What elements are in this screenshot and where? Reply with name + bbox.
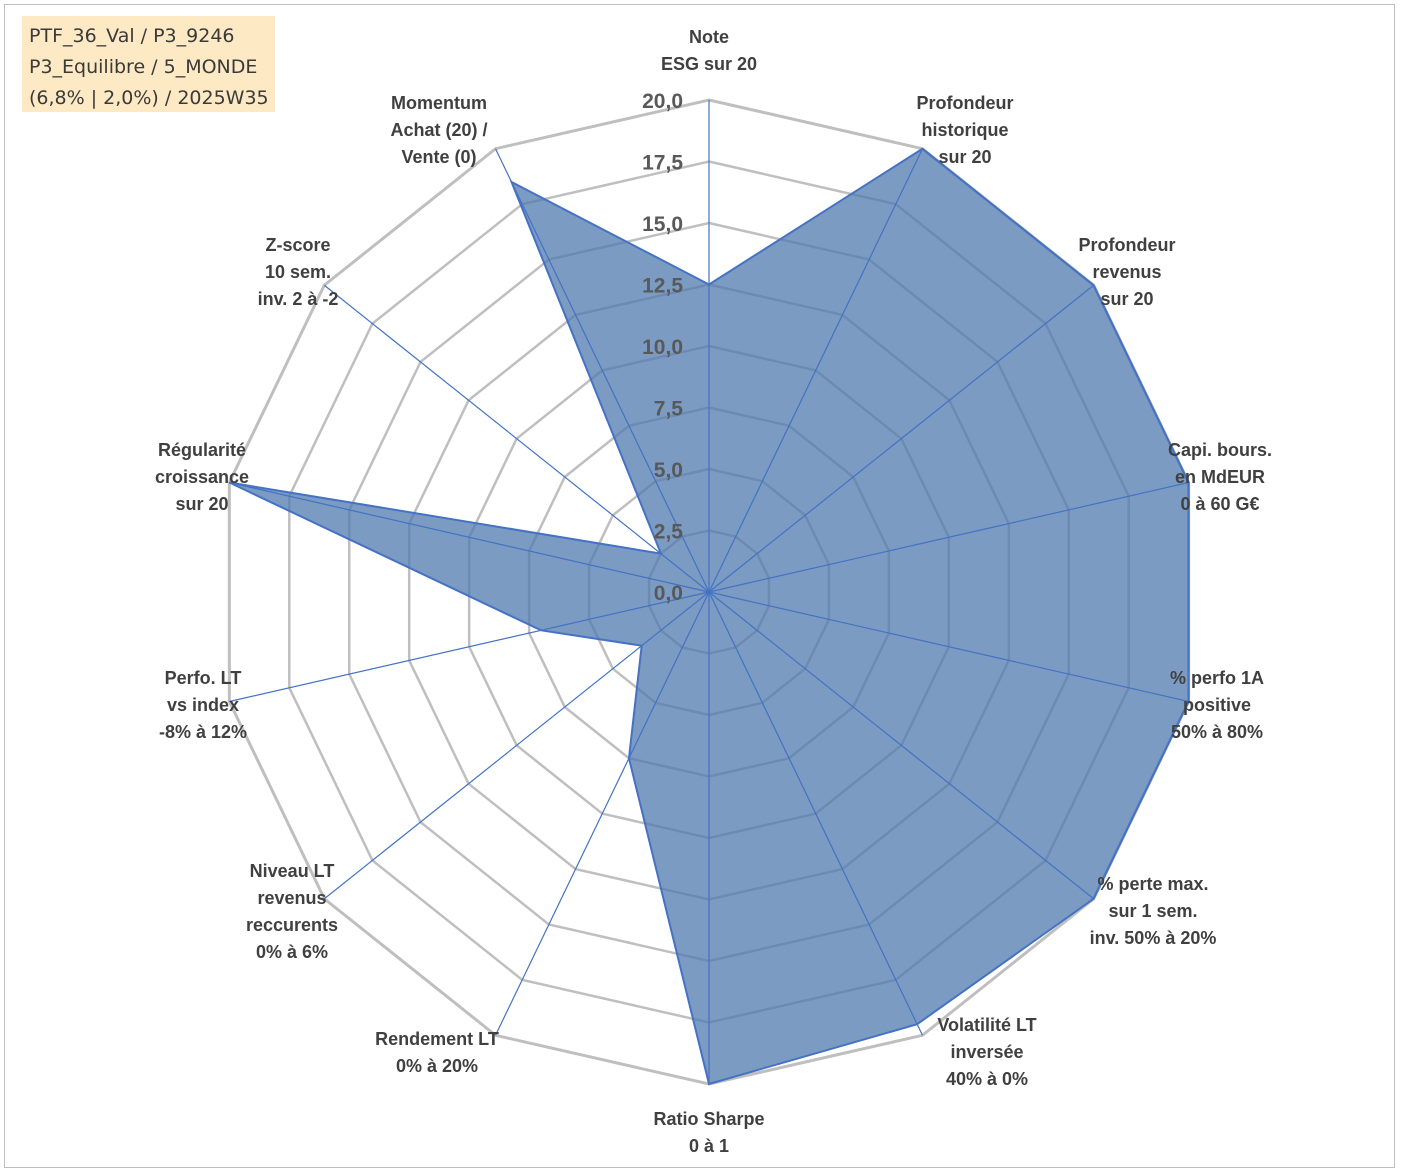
axis-label-line: Rendement LT — [375, 1029, 499, 1049]
axis-label-line: sur 20 — [175, 494, 228, 514]
axis-label: % perfo 1A positive 50% à 80% — [1170, 668, 1264, 742]
axis-label: Régularité croissance sur 20 — [155, 440, 249, 514]
axis-label-line: Momentum — [391, 93, 487, 113]
axis-label: Perfo. LT vs index -8% à 12% — [159, 668, 247, 742]
axis-label-line: -8% à 12% — [159, 722, 247, 742]
axis-label-line: 0% à 6% — [256, 942, 328, 962]
axis-label-line: Z-score — [265, 235, 330, 255]
tick-label: 5,0 — [654, 459, 683, 482]
axis-label-line: Vente (0) — [401, 147, 476, 167]
axis-label-line: reccurents — [246, 915, 338, 935]
axis-label-line: % perte max. — [1097, 874, 1208, 894]
axis-label-line: Note — [689, 27, 729, 47]
axis-spoke — [494, 591, 710, 1036]
axis-label: Capi. bours. en MdEUR 0 à 60 G€ — [1168, 440, 1272, 514]
axis-spoke — [323, 591, 710, 900]
axis-label-line: vs index — [167, 695, 239, 715]
axis-spoke — [229, 481, 710, 593]
axis-label-line: ESG sur 20 — [661, 54, 757, 74]
axis-label-line: inv. 50% à 20% — [1090, 928, 1217, 948]
tick-label: 10,0 — [642, 336, 683, 359]
tick-label: 7,5 — [654, 398, 684, 421]
axis-label: Rendement LT 0% à 20% — [375, 1029, 499, 1076]
portfolio-info-box: PTF_36_Val / P3_9246 P3_Equilibre / 5_MO… — [22, 16, 275, 112]
axis-label-line: Capi. bours. — [1168, 440, 1272, 460]
tick-label: 15,0 — [642, 213, 683, 236]
axis-label-line: inv. 2 à -2 — [258, 289, 339, 309]
info-line-portfolio: PTF_36_Val / P3_9246 — [29, 25, 235, 47]
axis-label: % perte max. sur 1 sem. inv. 50% à 20% — [1090, 874, 1217, 948]
axis-spoke — [708, 591, 1095, 900]
axis-label: Momentum Achat (20) / Vente (0) — [390, 93, 487, 167]
chart-frame — [4, 4, 1395, 1168]
axis-spoke — [708, 591, 924, 1036]
axis-label-line: 0% à 20% — [396, 1056, 478, 1076]
axis-spoke — [708, 481, 1189, 593]
axis-label-line: Volatilité LT — [937, 1015, 1036, 1035]
info-line-profile: P3_Equilibre / 5_MONDE — [29, 56, 258, 78]
axis-label: Profondeur historique sur 20 — [917, 93, 1014, 167]
axis-label-line: sur 20 — [938, 147, 991, 167]
axis-label-line: Profondeur — [917, 93, 1014, 113]
axis-label-line: Perfo. LT — [165, 668, 242, 688]
axis-label: Niveau LT revenus reccurents 0% à 6% — [246, 861, 338, 962]
axis-spoke — [708, 148, 924, 593]
axis-label-line: en MdEUR — [1175, 467, 1265, 487]
axis-label-line: positive — [1183, 695, 1251, 715]
axis-spoke — [323, 284, 710, 593]
axis-label-line: Achat (20) / — [390, 120, 487, 140]
axis-label-line: 40% à 0% — [946, 1069, 1028, 1089]
axis-label-line: revenus — [1092, 262, 1161, 282]
tick-label: 0,0 — [654, 582, 683, 605]
axis-label-line: historique — [921, 120, 1008, 140]
tick-label: 12,5 — [642, 275, 683, 298]
axis-label-line: Niveau LT — [250, 861, 335, 881]
axis-spoke — [229, 591, 710, 703]
axis-label: Note ESG sur 20 — [661, 27, 757, 74]
tick-label: 2,5 — [654, 521, 684, 544]
axis-label-line: revenus — [257, 888, 326, 908]
axis-label-line: sur 20 — [1100, 289, 1153, 309]
tick-label: 17,5 — [642, 152, 683, 175]
axis-spoke — [494, 148, 710, 593]
axis-label-line: % perfo 1A — [1170, 668, 1264, 688]
axis-label: Volatilité LT inversée 40% à 0% — [937, 1015, 1036, 1089]
axis-label-line: 0 à 1 — [689, 1136, 729, 1156]
axis-label-line: 0 à 60 G€ — [1180, 494, 1259, 514]
axis-spoke — [708, 591, 1189, 703]
axis-label: Ratio Sharpe 0 à 1 — [653, 1109, 764, 1156]
axis-label-line: Ratio Sharpe — [653, 1109, 764, 1129]
radar-spokes — [229, 100, 1189, 1084]
info-line-stats: (6,8% | 2,0%) / 2025W35 — [29, 87, 269, 109]
axis-spoke — [708, 284, 1095, 593]
axis-label-line: Profondeur — [1079, 235, 1176, 255]
axis-label-line: croissance — [155, 467, 249, 487]
tick-label: 20,0 — [642, 90, 683, 113]
axis-label-line: inversée — [950, 1042, 1023, 1062]
axis-label-line: 10 sem. — [265, 262, 331, 282]
axis-label: Profondeur revenus sur 20 — [1079, 235, 1176, 309]
axis-label-line: 50% à 80% — [1171, 722, 1263, 742]
axis-label: Z-score 10 sem. inv. 2 à -2 — [258, 235, 339, 309]
axis-label-line: sur 1 sem. — [1108, 901, 1197, 921]
axis-label-line: Régularité — [158, 440, 246, 460]
